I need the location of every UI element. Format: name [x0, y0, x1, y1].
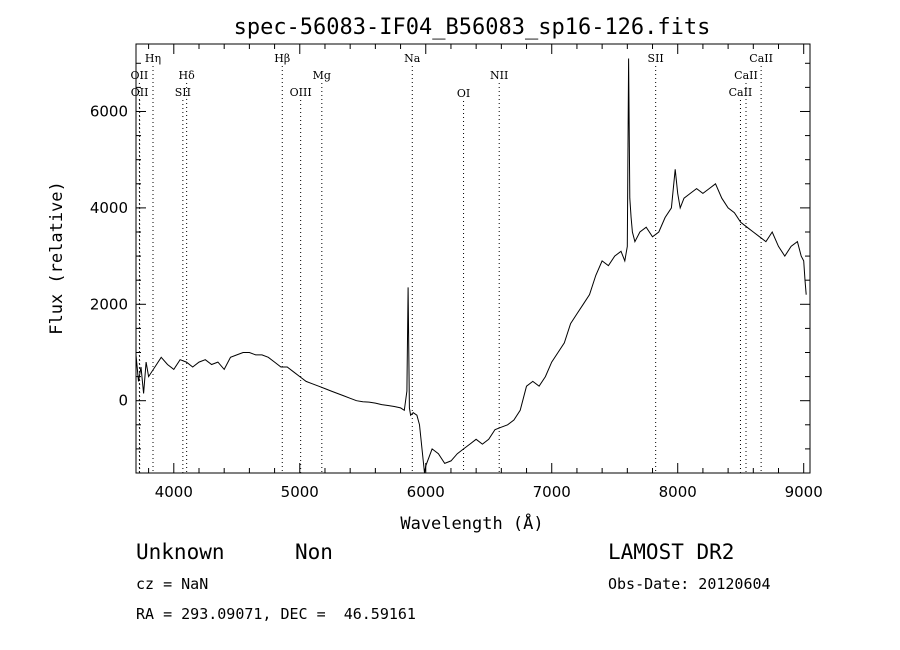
line-label: OIII [290, 86, 312, 99]
line-label: SII [175, 86, 191, 99]
line-label: SII [648, 52, 664, 65]
x-tick-label: 9000 [785, 483, 823, 501]
x-tick-label: 6000 [407, 483, 445, 501]
survey-label: LAMOST DR2 [608, 540, 735, 564]
spectrum-line [135, 58, 807, 474]
line-label: OII [131, 86, 149, 99]
line-label: Hη [145, 52, 161, 65]
y-tick-label: 2000 [90, 295, 128, 313]
y-tick-label: 0 [118, 392, 128, 410]
obs-date-label: Obs-Date: 20120604 [608, 575, 771, 593]
subclass-label: Non [295, 540, 333, 564]
line-label: Mg [313, 69, 331, 82]
chart-title: spec-56083-IF04_B56083_sp16-126.fits [234, 15, 711, 40]
axis-ticks: 4000 5000 6000 7000 8000 9000 0 2000 4000 6000 [90, 44, 823, 501]
line-label: CaII [749, 52, 773, 65]
x-axis-label: Wavelength (Å) [400, 512, 543, 534]
cz-label: cz = NaN [136, 575, 209, 593]
spectrum-series [135, 58, 807, 474]
x-tick-label: 5000 [281, 483, 319, 501]
plot-frame [135, 43, 811, 474]
line-label: CaII [729, 86, 753, 99]
line-label: Hβ [274, 52, 290, 65]
line-label: OI [457, 87, 470, 100]
x-tick-label: 4000 [155, 483, 193, 501]
line-label: NII [490, 69, 508, 82]
emission-line-markers [138, 66, 762, 473]
x-tick-label: 7000 [533, 483, 571, 501]
y-tick-label: 4000 [90, 199, 128, 217]
line-label: OII [131, 69, 149, 82]
y-tick-label: 6000 [90, 102, 128, 120]
coordinates-label: RA = 293.09071, DEC = 46.59161 [136, 605, 416, 623]
line-label: Na [404, 52, 421, 65]
y-axis-label: Flux (relative) [47, 181, 67, 335]
line-label: Hδ [179, 69, 196, 82]
class-label: Unknown [136, 540, 225, 564]
line-label: CaII [734, 69, 758, 82]
x-tick-label: 8000 [659, 483, 697, 501]
